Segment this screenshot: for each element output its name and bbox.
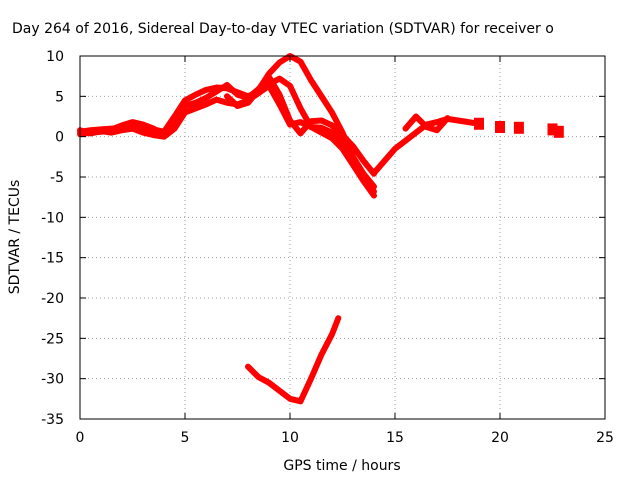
x-tick-label: 15: [386, 430, 404, 446]
series-point: [513, 121, 524, 134]
series-line: [224, 53, 377, 199]
plot-area-border: [79, 55, 606, 420]
series-point: [547, 123, 558, 136]
y-axis-label: SDTVAR / TECUs: [7, 180, 23, 295]
x-tick-label: 25: [596, 430, 614, 446]
x-axis-label: GPS time / hours: [283, 458, 400, 474]
y-tick-label: -15: [41, 251, 64, 267]
y-tick-label: -10: [41, 210, 64, 226]
data-series: [77, 53, 564, 405]
y-tick-label: -30: [41, 372, 64, 388]
series-line: [77, 82, 377, 190]
x-tick-labels: 0 5 10 15 20 25: [76, 430, 614, 446]
y-tick-label: 10: [46, 49, 64, 65]
x-tick-label: 0: [76, 430, 85, 446]
series-point: [495, 120, 505, 133]
chart-title: Day 264 of 2016, Sidereal Day-to-day VTE…: [12, 21, 554, 37]
y-tick-labels: 10 5 0 -5 -10 -15 -20 -25 -30 -35: [41, 49, 64, 428]
x-tick-label: 10: [281, 430, 299, 446]
y-tick-label: -5: [50, 170, 64, 186]
series-line: [245, 315, 342, 405]
x-tick-label: 5: [181, 430, 190, 446]
series-point: [474, 117, 484, 130]
x-tick-label: 20: [491, 430, 509, 446]
series-line: [402, 113, 451, 134]
y-tick-label: 5: [55, 89, 64, 105]
y-tick-label: -35: [41, 412, 64, 428]
axis-ticks: [79, 55, 606, 420]
series-line: [77, 74, 377, 177]
y-tick-label: 0: [55, 130, 64, 146]
series-point: [553, 125, 564, 138]
y-tick-label: -25: [41, 331, 64, 347]
y-tick-label: -20: [41, 291, 64, 307]
